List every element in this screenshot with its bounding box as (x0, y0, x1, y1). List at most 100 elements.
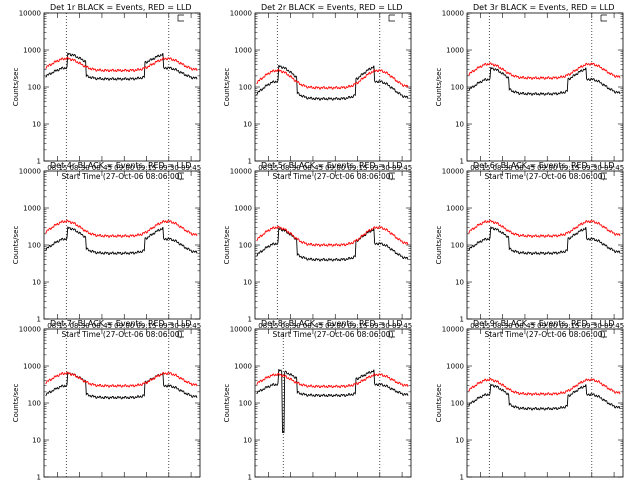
y-tick-label: 100 (239, 400, 252, 408)
x-tick-label: 08:15 (258, 164, 278, 172)
y-tick-label: 10000 (442, 10, 464, 18)
x-tick-label: 09:45 (392, 164, 412, 172)
x-tick-label: 08:30 (493, 164, 513, 172)
lld-line (256, 68, 409, 90)
x-tick-label: 09:30 (159, 164, 179, 172)
detector-panel: Det 6r BLACK = Events, RED = LLD11010010… (435, 161, 624, 339)
x-tick-label: 09:45 (604, 322, 624, 330)
detector-panel: Det 7r BLACK = Events, RED = LLD11010010… (12, 319, 201, 480)
y-tick-label: 1000 (23, 47, 41, 55)
y-tick-label: 10 (243, 121, 252, 129)
y-tick-label: 1000 (234, 363, 252, 371)
x-tick-label: 08:45 (515, 322, 535, 330)
events-line (256, 227, 409, 262)
y-tick-label: 10000 (230, 326, 252, 334)
x-tick-label: 09:00 (537, 164, 557, 172)
x-tick-label: 09:15 (136, 164, 156, 172)
y-tick-label: 1000 (234, 47, 252, 55)
y-tick-label: 10000 (230, 10, 252, 18)
x-tick-label: 08:15 (47, 322, 67, 330)
panel-title: Det 6r BLACK = Events, RED = LLD (473, 161, 615, 170)
panel-title: Det 1r BLACK = Events, RED = LLD (50, 3, 192, 12)
y-tick-label: 1000 (23, 363, 41, 371)
plot-frame (43, 170, 201, 320)
y-tick-label: 10 (32, 121, 41, 129)
y-axis-label: Counts/sec (223, 226, 231, 265)
y-tick-label: 1 (37, 316, 41, 324)
events-line (256, 64, 409, 101)
x-tick-label: 09:00 (325, 322, 345, 330)
x-tick-label: 09:45 (392, 322, 412, 330)
lld-line (468, 378, 621, 396)
panel-title: Det 2r BLACK = Events, RED = LLD (261, 3, 403, 12)
x-tick-label: 08:45 (303, 322, 323, 330)
plot-frame (43, 328, 201, 478)
x-tick-label: 09:30 (582, 322, 602, 330)
y-tick-label: 1 (37, 158, 41, 166)
lld-line (468, 62, 621, 80)
y-axis-label: Counts/sec (12, 384, 20, 423)
x-tick-label: 09:30 (582, 164, 602, 172)
panel-title: Det 3r BLACK = Events, RED = LLD (473, 3, 615, 12)
plot-frame (466, 170, 624, 320)
y-tick-label: 10000 (442, 326, 464, 334)
detector-panel: Det 3r BLACK = Events, RED = LLD 1 10 100 10… (435, 3, 624, 181)
lld-line (256, 373, 409, 389)
x-tick-label: 09:15 (559, 322, 579, 330)
panel-title: Det 8r BLACK = Events, RED = LLD (261, 319, 403, 328)
y-tick-label: 10000 (19, 10, 41, 18)
y-tick-label: 1000 (446, 363, 464, 371)
x-tick-label: 09:15 (347, 164, 367, 172)
events-line (256, 369, 409, 433)
y-tick-label: 10000 (19, 326, 41, 334)
y-axis-label: Counts/sec (12, 68, 20, 107)
y-axis-label: Counts/sec (435, 226, 443, 265)
y-tick-label: 1 (460, 316, 464, 324)
panel-title: Det 7r BLACK = Events, RED = LLD (50, 319, 192, 328)
x-tick-label: 09:30 (370, 164, 390, 172)
events-line (468, 226, 621, 255)
x-tick-label: 08:30 (70, 164, 90, 172)
lld-line (468, 219, 621, 238)
x-tick-label: 09:00 (114, 164, 134, 172)
x-axis-label: Start Time (27-Oct-06 08:06:00) (272, 330, 393, 339)
events-line (468, 66, 621, 96)
flag-icon (177, 330, 184, 338)
panel-title: Det 5r BLACK = Events, RED = LLD (261, 161, 403, 170)
panel-title: Det 4r BLACK = Events, RED = LLD (50, 161, 192, 170)
y-tick-label: 100 (28, 84, 41, 92)
y-axis-label: Counts/sec (12, 226, 20, 265)
flag-icon (177, 14, 184, 22)
y-tick-label: 10 (455, 279, 464, 287)
x-tick-label: 09:15 (347, 322, 367, 330)
y-tick-label: 10 (455, 437, 464, 445)
x-axis-label: Start Time (27-Oct-06 08:06:00) (484, 330, 605, 339)
flag-icon (177, 172, 184, 180)
x-tick-label: 08:15 (470, 322, 490, 330)
detector-panel: Det 5r BLACK = Events, RED = LLD11010010… (223, 161, 412, 339)
panel-title: Det 9r BLACK = Events, RED = LLD (473, 319, 615, 328)
x-axis-label: Start Time (27-Oct-06 08:06:00) (484, 172, 605, 181)
x-tick-label: 09:15 (136, 322, 156, 330)
y-tick-label: 10 (32, 437, 41, 445)
flag-icon (388, 330, 395, 338)
flag-icon (600, 172, 607, 180)
y-tick-label: 100 (451, 400, 464, 408)
y-tick-label: 1000 (23, 205, 41, 213)
x-tick-label: 08:30 (281, 164, 301, 172)
x-tick-label: 08:30 (281, 322, 301, 330)
lld-line (256, 225, 409, 247)
plot-frame (466, 12, 624, 162)
x-tick-label: 08:15 (470, 164, 490, 172)
x-tick-label: 08:45 (515, 164, 535, 172)
flag-icon (600, 14, 607, 22)
detector-panel: Det 9r BLACK = Events, RED = LLD11010010… (435, 319, 624, 480)
y-tick-label: 1 (460, 474, 464, 480)
x-axis-label: Start Time (27-Oct-06 08:06:00) (272, 172, 393, 181)
y-axis-label: Counts/sec (435, 384, 443, 423)
y-tick-label: 1 (460, 158, 464, 166)
x-tick-label: 08:30 (70, 322, 90, 330)
x-tick-label: 09:00 (114, 322, 134, 330)
plot-frame (43, 12, 201, 162)
